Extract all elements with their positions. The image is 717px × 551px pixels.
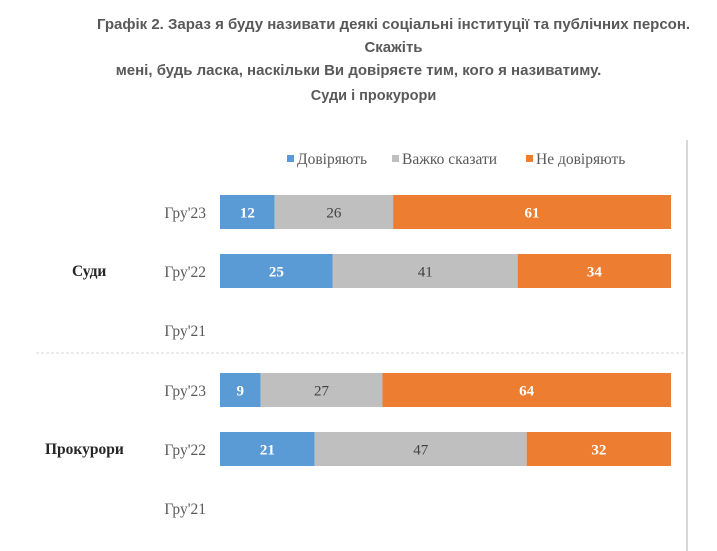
- data-label: 64: [519, 384, 535, 400]
- legend-swatch-0: [287, 155, 294, 162]
- group-label-0: Суди: [72, 263, 106, 280]
- legend-swatch-1: [392, 155, 399, 162]
- row-label: Гру'21: [164, 323, 206, 340]
- legend-swatch-2: [526, 155, 533, 162]
- row-label: Гру'21: [164, 501, 206, 518]
- bar-segment-Важко-сказати: [332, 254, 518, 288]
- chart-title: Суди і прокурори: [310, 88, 437, 104]
- bar-segment-Важко-сказати: [314, 432, 527, 466]
- data-label: 21: [260, 443, 275, 459]
- row-label: Гру'23: [164, 383, 206, 400]
- data-label: 27: [314, 384, 330, 400]
- bar-segment-Довіряють: [220, 254, 333, 288]
- legend-label-1: Важко сказати: [402, 151, 497, 168]
- row-label: Гру'23: [164, 205, 206, 222]
- figure-title-line1: Графік 2. Зараз я буду називати деякі со…: [96, 16, 691, 56]
- data-label: 47: [413, 443, 429, 459]
- legend-label-0: Довіряють: [297, 151, 367, 168]
- data-label: 26: [326, 206, 342, 222]
- figure-title: Графік 2. Зараз я буду називати деякі со…: [0, 13, 717, 82]
- figure-title-line2: мені, будь ласка, наскільки Ви довіряєте…: [115, 62, 602, 79]
- data-label: 41: [418, 265, 433, 281]
- row-label: Гру'22: [164, 264, 206, 281]
- group-label-1: Прокурори: [45, 441, 124, 458]
- data-label: 9: [237, 384, 245, 400]
- bar-segment-Не-довіряють: [393, 195, 671, 229]
- data-label: 12: [240, 206, 255, 222]
- bar-segment-Не-довіряють: [526, 432, 671, 466]
- bar-segment-Важко-сказати: [274, 195, 394, 229]
- data-label: 25: [269, 265, 284, 281]
- data-label: 32: [591, 443, 606, 459]
- legend-label-2: Не довіряють: [536, 151, 625, 168]
- bar-segment-Довіряють: [220, 195, 275, 229]
- bar-segment-Довіряють: [220, 432, 315, 466]
- bar-segment-Не-довіряють: [382, 373, 671, 407]
- bar-segment-Важко-сказати: [260, 373, 383, 407]
- data-label: 34: [587, 265, 603, 281]
- row-label: Гру'22: [164, 442, 206, 459]
- bar-segment-Довіряють: [220, 373, 261, 407]
- bar-segment-Не-довіряють: [517, 254, 671, 288]
- data-label: 61: [525, 206, 540, 222]
